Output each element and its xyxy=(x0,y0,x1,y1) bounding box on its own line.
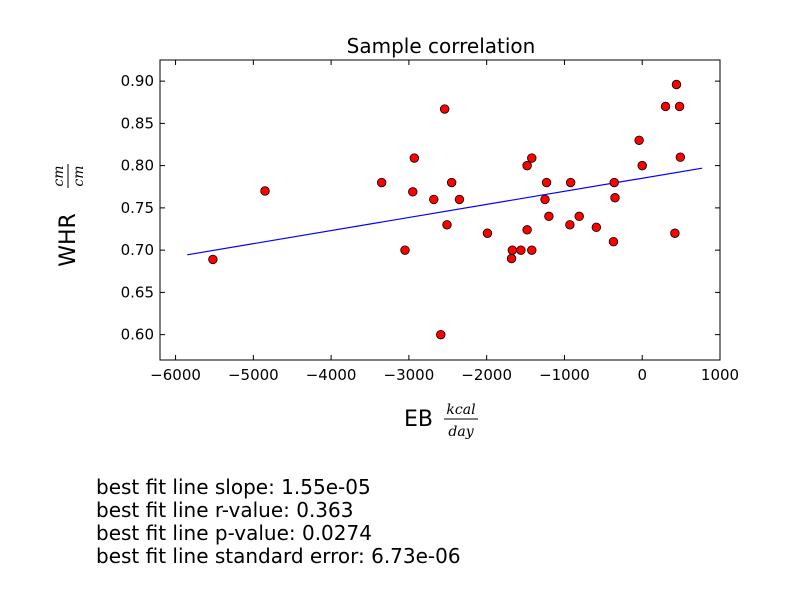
data-point xyxy=(409,153,420,163)
std-error-text: best fit line standard error: 6.73e-06 xyxy=(96,544,461,568)
y-axis-label-text: WHR xyxy=(56,213,81,267)
data-point xyxy=(260,186,270,196)
data-point xyxy=(634,135,644,145)
p-value-text: best fit line p-value: 0.0274 xyxy=(96,521,372,545)
y-axis-label: WHR cm cm xyxy=(51,164,87,267)
x-axis: −6000 −5000 −4000 −3000 −2000 −1000 0 1000 xyxy=(150,60,739,384)
data-point xyxy=(506,253,517,264)
y-tick-label: 0.85 xyxy=(121,114,154,132)
x-axis-label-text: EB xyxy=(404,407,433,432)
plot-frame xyxy=(159,59,721,361)
data-point xyxy=(637,160,647,171)
data-point xyxy=(439,104,450,114)
y-tick-label: 0.90 xyxy=(121,72,154,90)
data-point xyxy=(544,211,554,222)
data-point xyxy=(675,152,686,162)
data-point xyxy=(442,220,452,230)
x-tick-label: −2000 xyxy=(461,366,512,384)
data-point xyxy=(376,177,387,188)
x-tick-label: −4000 xyxy=(306,366,357,384)
x-tick-label: −3000 xyxy=(384,366,435,384)
x-tick-label: −6000 xyxy=(150,366,201,384)
data-point xyxy=(436,329,446,340)
data-point xyxy=(541,177,552,188)
chart-title: Sample correlation xyxy=(347,34,536,58)
x-tick-label: −1000 xyxy=(539,366,590,384)
data-point xyxy=(527,245,537,255)
data-point xyxy=(660,101,671,112)
y-tick-label: 0.60 xyxy=(121,326,154,344)
y-tick-label: 0.70 xyxy=(121,241,154,259)
y-tick-label: 0.65 xyxy=(121,283,154,301)
y-axis: 0.60 0.65 0.70 0.75 0.80 0.85 0.90 xyxy=(121,72,720,344)
x-unit-denominator: day xyxy=(448,424,474,440)
data-point xyxy=(507,245,518,255)
data-point xyxy=(446,177,457,188)
data-point xyxy=(674,101,685,112)
x-axis-label: EB kcal day xyxy=(404,402,478,440)
data-point xyxy=(565,177,576,188)
data-point xyxy=(608,236,619,247)
data-point xyxy=(516,245,526,255)
data-point xyxy=(609,177,619,188)
slope-text: best fit line slope: 1.55e-05 xyxy=(96,475,371,499)
data-point xyxy=(522,160,532,171)
y-unit-numerator: cm xyxy=(51,165,67,186)
data-point xyxy=(208,254,218,265)
data-point xyxy=(610,193,620,203)
data-point xyxy=(671,79,682,90)
x-tick-label: 1000 xyxy=(701,366,739,384)
data-point xyxy=(591,222,602,233)
data-point xyxy=(408,187,418,197)
data-point xyxy=(670,228,680,238)
data-point xyxy=(540,194,550,205)
y-tick-label: 0.75 xyxy=(121,199,154,217)
data-point xyxy=(482,228,493,238)
data-point xyxy=(574,211,584,222)
y-unit-denominator: cm xyxy=(71,165,87,186)
x-tick-label: −5000 xyxy=(228,366,279,384)
x-unit-numerator: kcal xyxy=(446,402,475,418)
data-point xyxy=(400,245,410,255)
data-point xyxy=(565,220,575,230)
y-tick-label: 0.80 xyxy=(121,157,154,175)
data-point xyxy=(454,194,465,205)
data-points xyxy=(208,79,686,340)
data-point xyxy=(527,153,537,163)
data-point xyxy=(429,194,439,205)
x-tick-label: 0 xyxy=(637,366,647,384)
data-point xyxy=(522,225,532,235)
fit-statistics: best fit line slope: 1.55e-05 best fit l… xyxy=(96,476,461,568)
r-value-text: best fit line r-value: 0.363 xyxy=(96,498,354,522)
scatter-plot: Sample correlation −6000 −5000 −4000 −3000−… xyxy=(51,34,739,440)
